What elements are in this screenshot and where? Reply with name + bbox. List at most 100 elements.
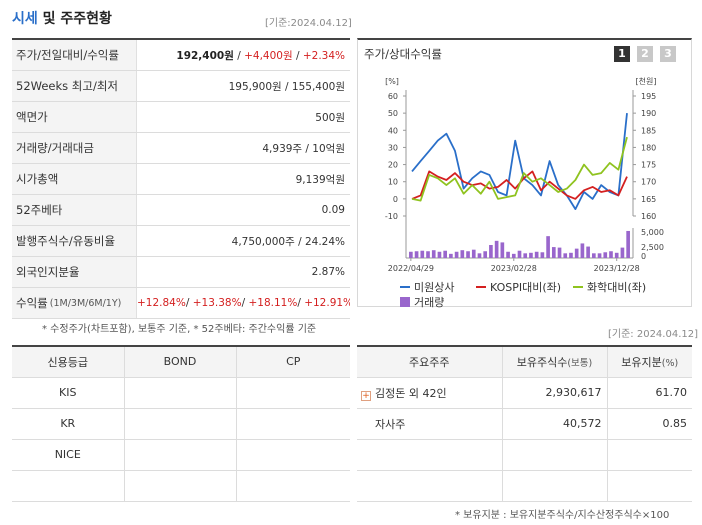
volume-bar — [597, 253, 602, 258]
legend-label: 화학대비(좌) — [587, 281, 647, 294]
cp-rating — [236, 408, 350, 440]
quote-label: 거래량/거래대금 — [12, 133, 137, 163]
holder-name-cell[interactable]: + 김정돈 외 42인 — [357, 377, 503, 409]
right-tick-label: 195 — [641, 92, 656, 101]
volume-bar — [489, 245, 493, 258]
volume-bar — [483, 251, 488, 258]
bond-rating — [124, 439, 237, 471]
volume-bar — [580, 243, 585, 258]
quote-label: 시가총액 — [12, 164, 137, 194]
empty-cell — [502, 439, 608, 471]
quote-row-price: 주가/전일대비/수익률 192,400원 / +4,400원 / +2.34% — [12, 40, 350, 71]
holder-shares: 40,572 — [502, 408, 608, 440]
volume-bar — [511, 253, 516, 258]
period-button-2[interactable]: 2 — [637, 46, 653, 62]
period-button-3[interactable]: 3 — [660, 46, 676, 62]
quote-row-par-value: 액면가 500원 — [12, 102, 350, 133]
volume-bar — [529, 252, 533, 258]
volume-bar — [454, 251, 459, 258]
right-tick-label: 185 — [641, 126, 656, 135]
bond-rating — [124, 377, 237, 409]
current-price: 192,400원 — [176, 49, 234, 62]
volume-bar — [563, 253, 568, 258]
price-change: +4,400원 — [244, 49, 293, 62]
empty-cell — [607, 470, 692, 502]
volume-bar — [620, 247, 625, 258]
bond-rating — [124, 408, 237, 440]
volume-bar — [431, 250, 436, 258]
holder-pct: 0.85 — [607, 408, 692, 440]
legend-label: 미원상사 — [414, 281, 455, 294]
quote-row-volume: 거래량/거래대금 4,939주 / 10억원 — [12, 133, 350, 164]
volume-bar — [569, 252, 573, 258]
separator: / — [233, 49, 245, 62]
quote-footnote: * 수정주가(차트포함), 보통주 기준, * 52주베타: 주간수익률 기준 — [42, 324, 317, 335]
col-header-cp: CP — [236, 345, 350, 378]
volume-bar — [471, 249, 476, 258]
left-tick-label: 0 — [393, 195, 398, 204]
table-row — [357, 439, 692, 471]
legend-line-icon — [476, 286, 486, 288]
col-header-shares-sub: (보통) — [567, 357, 593, 369]
legend-item-miwon: 미원상사 — [400, 279, 454, 295]
table-row: 자사주 40,572 0.85 — [357, 408, 692, 440]
volume-tick-label: 5,000 — [641, 228, 664, 237]
volume-tick-label: 0 — [641, 252, 646, 261]
volume-bar — [551, 247, 556, 258]
quote-value: 2.87% — [311, 266, 345, 278]
table-row: + 김정돈 외 42인 2,930,617 61.70 — [357, 377, 692, 409]
empty-cell — [607, 439, 692, 471]
volume-bar — [409, 251, 413, 258]
volume-bar — [494, 240, 499, 258]
return-1y: +12.91% — [304, 297, 350, 309]
empty-cell — [357, 470, 503, 502]
cp-rating — [236, 377, 350, 409]
volume-bar — [557, 247, 562, 258]
volume-bar — [540, 252, 545, 258]
col-header-shares-label: 보유주식수 — [516, 355, 568, 369]
volume-bar — [626, 230, 630, 258]
volume-bar — [420, 250, 425, 258]
right-tick-label: 175 — [641, 161, 656, 170]
right-tick-label: 165 — [641, 195, 656, 204]
empty-cell — [502, 470, 608, 502]
legend-item-volume: 거래량 — [400, 294, 444, 310]
volume-bar — [449, 253, 453, 258]
holders-reference-date: [기준: 2024.04.12] — [608, 329, 699, 340]
table-header-row: 주요주주 보유주식수(보통) 보유지분(%) — [357, 345, 692, 378]
table-row: KR — [12, 408, 350, 440]
volume-bar — [546, 236, 550, 258]
returns-label-sub: (1M/3M/6M/1Y) — [49, 297, 122, 309]
left-tick-label: 40 — [388, 126, 398, 135]
volume-bar — [523, 253, 528, 258]
expand-plus-icon[interactable]: + — [361, 390, 371, 401]
holders-footnote: * 보유지분 : 보유지분주식수/지수산정주식수×100 — [455, 510, 670, 521]
holder-name: 자사주 — [357, 408, 503, 440]
holder-shares: 2,930,617 — [502, 377, 608, 409]
col-header-holder: 주요주주 — [357, 345, 503, 378]
quote-row-52weeks: 52Weeks 최고/최저 195,900원 / 155,400원 — [12, 71, 350, 102]
left-tick-label: 20 — [388, 161, 398, 170]
quote-label: 수익률 (1M/3M/6M/1Y) — [12, 288, 137, 318]
volume-bar — [466, 251, 470, 258]
return-6m: +18.11% — [248, 297, 298, 309]
agency-name — [12, 470, 125, 502]
return-3m: +13.38% — [192, 297, 242, 309]
quote-value: 0.09 — [321, 204, 345, 216]
quote-label: 외국인지분율 — [12, 257, 137, 287]
quote-label: 액면가 — [12, 102, 137, 132]
volume-bar — [460, 250, 465, 258]
col-header-shares: 보유주식수(보통) — [502, 345, 608, 378]
quote-label: 52Weeks 최고/최저 — [12, 71, 137, 101]
series-line-0 — [411, 113, 628, 211]
volume-bar — [477, 253, 482, 258]
section-title: 시세 및 주주현황 — [12, 8, 112, 28]
cp-rating — [236, 439, 350, 471]
period-button-1[interactable]: 1 — [614, 46, 630, 62]
left-axis-unit: [%] — [385, 77, 399, 86]
quote-row-shares: 발행주식수/유동비율 4,750,000주 / 24.24% — [12, 226, 350, 257]
legend-line-icon — [573, 286, 583, 288]
empty-cell — [357, 439, 503, 471]
table-row: NICE — [12, 439, 350, 471]
legend-box-icon — [400, 297, 410, 307]
